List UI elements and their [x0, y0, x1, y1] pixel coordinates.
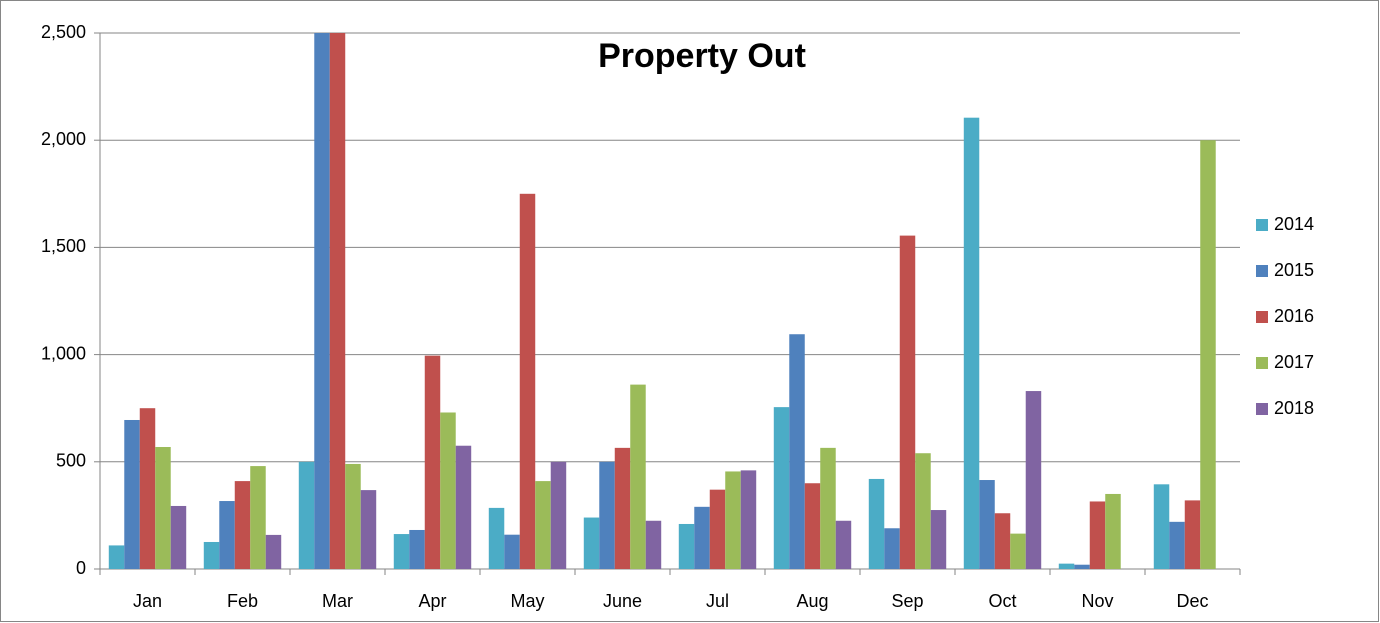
x-tick-label: Mar — [322, 591, 353, 611]
chart-title: Property Out — [598, 37, 806, 75]
bar — [740, 470, 757, 569]
bar — [139, 408, 156, 569]
bar — [835, 520, 852, 569]
x-tick-label: Oct — [988, 591, 1016, 611]
x-tick-label: Feb — [227, 591, 258, 611]
bar — [550, 461, 567, 569]
bar — [265, 534, 282, 569]
bar — [1074, 564, 1090, 569]
bar — [234, 481, 251, 569]
bar — [899, 235, 916, 569]
bar — [725, 471, 741, 569]
bar — [250, 466, 266, 569]
x-tick-label: June — [603, 591, 642, 611]
y-tick-label: 0 — [76, 558, 86, 578]
bar — [360, 490, 377, 569]
bar — [773, 407, 790, 569]
y-tick-label: 2,500 — [41, 22, 86, 42]
legend-label: 2018 — [1274, 398, 1314, 418]
bar — [645, 520, 662, 569]
bar — [424, 355, 441, 569]
bar — [1105, 493, 1121, 569]
bar — [1025, 391, 1042, 569]
bar — [345, 463, 361, 569]
bar — [963, 117, 980, 570]
bar — [1153, 484, 1170, 569]
bar — [504, 534, 520, 569]
legend-label: 2014 — [1274, 214, 1314, 234]
legend-label: 2016 — [1274, 306, 1314, 326]
x-tick-label: Sep — [891, 591, 923, 611]
bar — [915, 453, 931, 569]
y-tick-label: 500 — [56, 451, 86, 471]
bar — [1169, 521, 1185, 569]
bar — [1089, 501, 1106, 569]
bar — [804, 483, 821, 569]
x-tick-label: Aug — [796, 591, 828, 611]
bar — [329, 33, 346, 569]
bar — [994, 513, 1011, 569]
x-tick-label: Dec — [1176, 591, 1208, 611]
bar — [170, 505, 187, 569]
bar — [979, 480, 995, 569]
bar — [820, 447, 836, 569]
bar — [694, 506, 710, 569]
bar — [1200, 140, 1216, 569]
x-tick-label: Jul — [706, 591, 729, 611]
bar — [409, 529, 425, 569]
bar — [155, 447, 171, 569]
legend-swatch — [1256, 265, 1268, 277]
bar — [868, 478, 885, 569]
legend-label: 2015 — [1274, 260, 1314, 280]
x-tick-label: May — [510, 591, 544, 611]
bar — [930, 510, 947, 569]
legend-swatch — [1256, 403, 1268, 415]
bar — [614, 447, 631, 569]
y-tick-label: 2,000 — [41, 129, 86, 149]
bar — [1184, 500, 1201, 569]
x-tick-label: Apr — [418, 591, 446, 611]
bar — [219, 501, 235, 569]
x-tick-label: Nov — [1081, 591, 1113, 611]
bar — [314, 33, 330, 569]
bar — [1010, 533, 1026, 569]
bar — [630, 384, 646, 569]
legend-swatch — [1256, 219, 1268, 231]
x-tick-label: Jan — [133, 591, 162, 611]
bar — [203, 541, 220, 569]
bar — [599, 461, 615, 569]
bar — [678, 523, 695, 569]
bar — [709, 489, 726, 569]
bar — [298, 461, 315, 569]
bar — [124, 419, 140, 569]
bar — [583, 517, 600, 569]
bar — [884, 528, 900, 569]
legend-swatch — [1256, 357, 1268, 369]
bar — [440, 412, 456, 569]
bar — [789, 334, 805, 569]
bar — [1058, 563, 1075, 569]
bar — [519, 193, 536, 570]
legend-swatch — [1256, 311, 1268, 323]
bar — [488, 507, 505, 569]
bar — [108, 545, 125, 569]
legend-label: 2017 — [1274, 352, 1314, 372]
bar — [455, 445, 472, 569]
bar — [535, 481, 551, 569]
bar — [393, 534, 410, 569]
y-tick-label: 1,000 — [41, 343, 86, 363]
y-tick-label: 1,500 — [41, 236, 86, 256]
